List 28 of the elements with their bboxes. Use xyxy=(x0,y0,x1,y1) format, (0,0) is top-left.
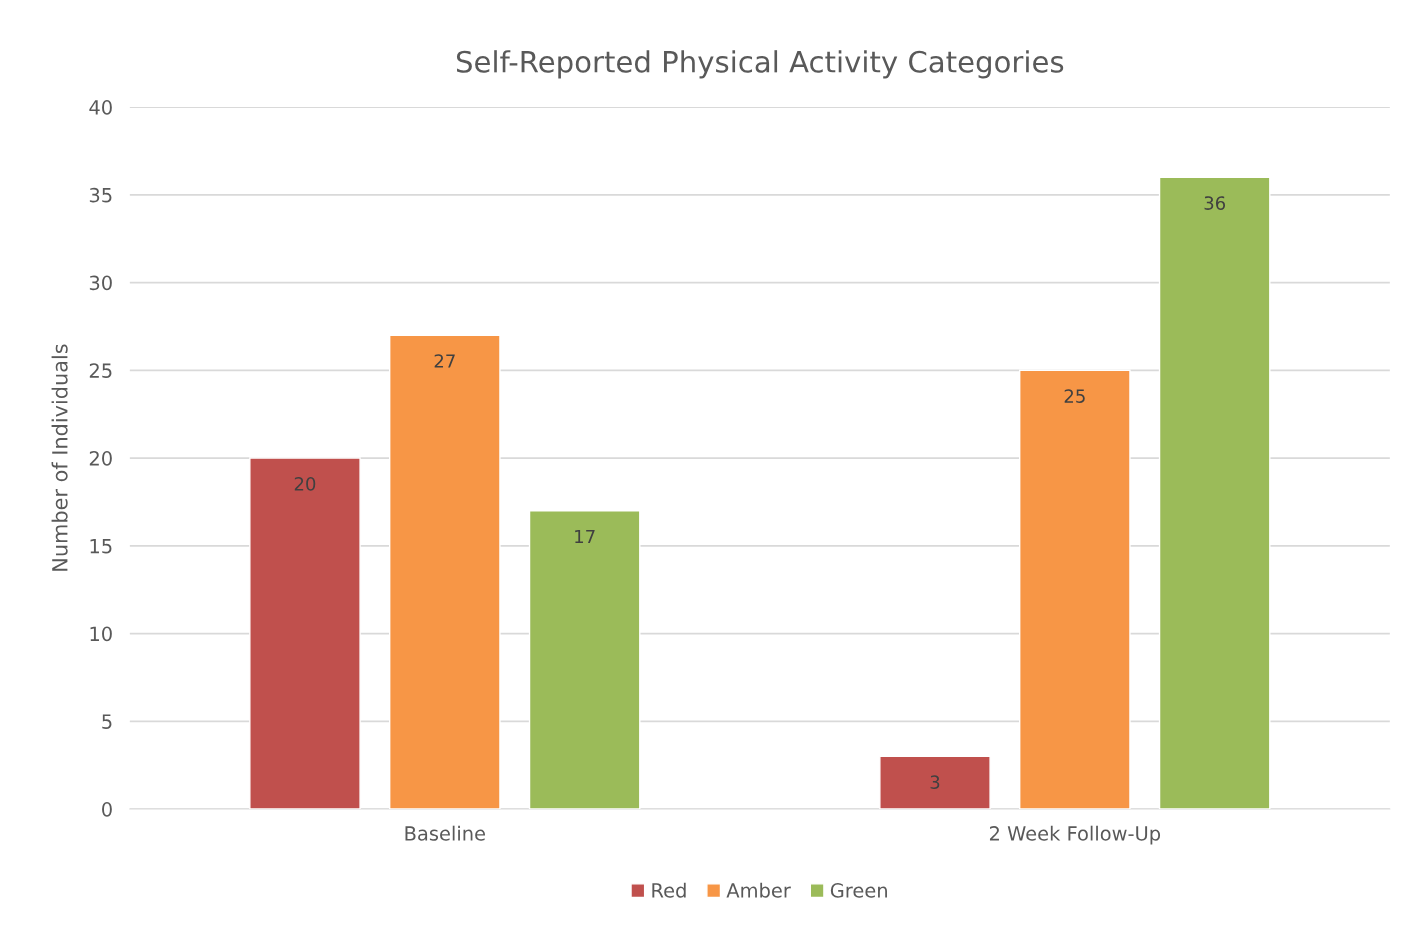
data-label: 27 xyxy=(434,354,455,368)
data-label: 25 xyxy=(1064,389,1085,403)
legend-label: Green xyxy=(830,883,887,898)
data-label: 3 xyxy=(930,775,940,789)
bar xyxy=(388,334,501,810)
y-tick-label: 35 xyxy=(89,187,112,203)
y-tick-label: 20 xyxy=(89,451,112,466)
y-tick-label: 0 xyxy=(102,801,112,817)
data-label: 17 xyxy=(575,529,595,544)
y-tick-label: 30 xyxy=(89,275,112,291)
y-tick-label: 40 xyxy=(89,100,112,115)
y-tick-label: 25 xyxy=(89,363,112,378)
y-tick-label: 5 xyxy=(102,714,112,729)
data-label: 36 xyxy=(1204,196,1226,210)
legend-label: Red xyxy=(652,882,686,898)
chart-title: Self-Reported Physical Activity Categories xyxy=(456,50,1064,79)
legend-label: Amber xyxy=(726,882,791,898)
x-tick-label: 2 Week Follow-Up xyxy=(989,825,1161,845)
y-axis-title: Number of Individuals xyxy=(51,344,68,571)
x-tick-label: Baseline xyxy=(405,825,485,841)
bar xyxy=(528,510,641,810)
bar xyxy=(249,457,361,810)
data-label: 20 xyxy=(294,477,316,491)
bar xyxy=(1019,369,1131,810)
bar xyxy=(1158,176,1271,810)
y-tick-label: 10 xyxy=(90,626,112,642)
bar xyxy=(879,755,991,810)
y-tick-label: 15 xyxy=(90,539,112,554)
